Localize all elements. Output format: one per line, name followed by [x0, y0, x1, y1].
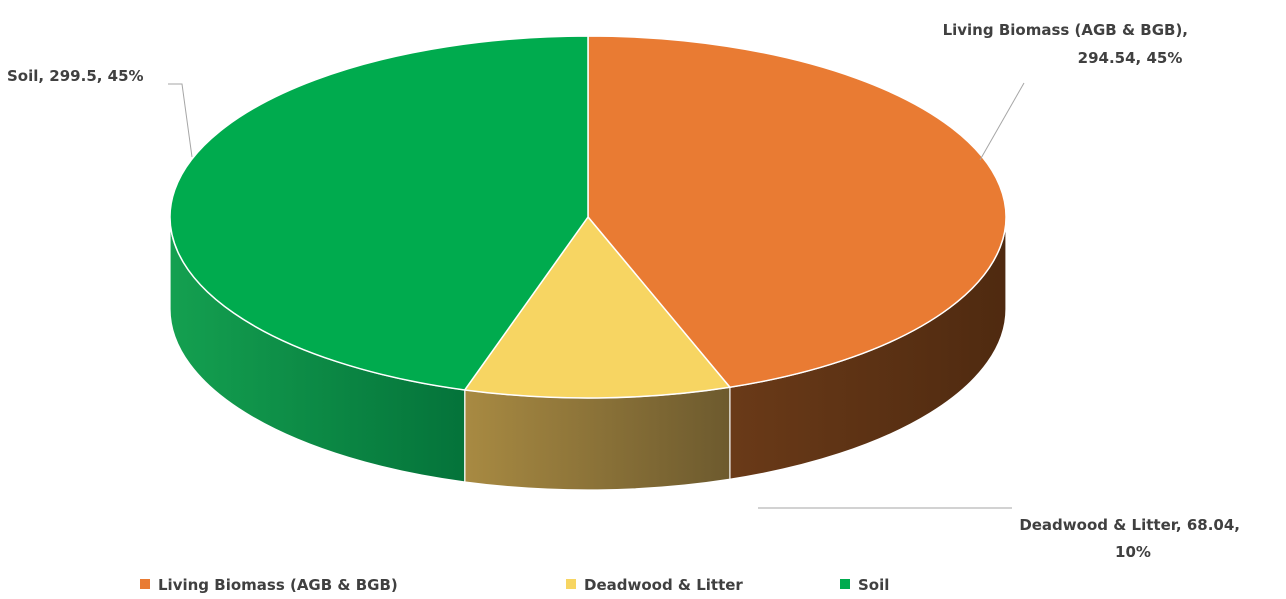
data-label-living-biomass-line2: 294.54, 45% — [1078, 49, 1183, 67]
legend-swatch-soil — [840, 579, 850, 589]
pie-side-deadwood — [464, 386, 731, 491]
legend-swatch-deadwood — [566, 579, 576, 589]
data-label-deadwood-line2: 10% — [1115, 543, 1151, 561]
legend-label-deadwood: Deadwood & Litter — [584, 576, 743, 594]
data-label-living-biomass-line1: Living Biomass (AGB & BGB), — [943, 21, 1188, 39]
data-label-deadwood-line1: Deadwood & Litter, 68.04, — [1019, 516, 1240, 534]
chart-legend: Living Biomass (AGB & BGB) Deadwood & Li… — [140, 576, 889, 594]
data-label-soil: Soil, 299.5, 45% — [7, 67, 144, 85]
legend-swatch-living-biomass — [140, 579, 150, 589]
legend-label-soil: Soil — [858, 576, 889, 594]
leader-line-living-biomass — [979, 82, 1025, 161]
leader-line-soil — [168, 83, 193, 158]
leader-lines — [168, 82, 1025, 509]
pie-slice-living-biomass — [587, 35, 1007, 388]
pie-slice-deadwood — [464, 216, 731, 399]
pie-slices — [169, 35, 1007, 399]
pie-slice-soil — [169, 35, 589, 391]
legend-label-living-biomass: Living Biomass (AGB & BGB) — [158, 576, 398, 594]
